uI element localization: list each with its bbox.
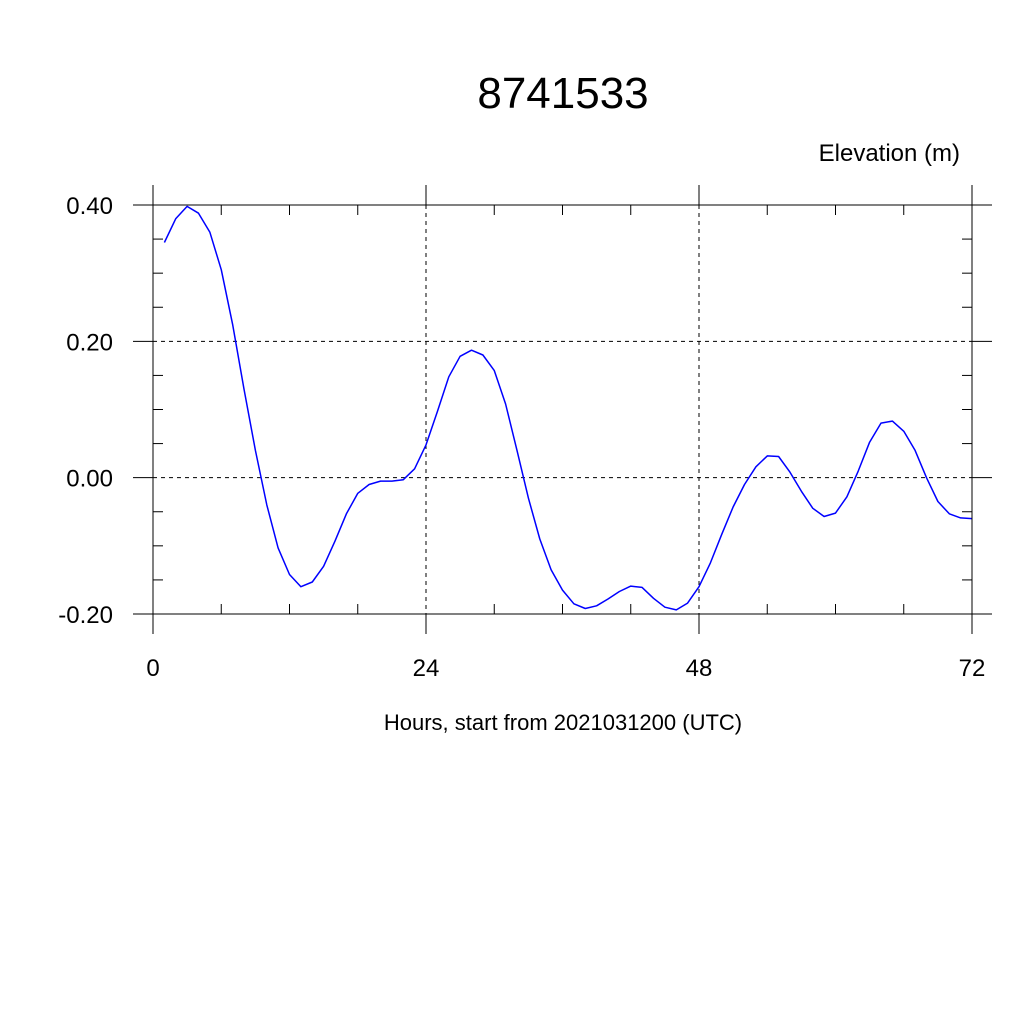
- y-tick-label: 0.20: [66, 329, 113, 356]
- x-axis-label: Hours, start from 2021031200 (UTC): [384, 710, 742, 735]
- chart-title: 8741533: [477, 69, 648, 118]
- y-tick-label: -0.20: [58, 602, 113, 629]
- plot-frame: [152, 204, 973, 615]
- series-layer: [163, 205, 973, 611]
- y-tick-label: 0.40: [66, 193, 113, 220]
- x-tick-label: 72: [959, 655, 986, 682]
- grid-lines: [152, 204, 973, 615]
- y-tick-labels: 0.40 0.20 0.00 -0.20: [58, 193, 113, 629]
- x-tick-label: 0: [146, 655, 159, 682]
- x-tick-labels: 0 24 48 72: [146, 655, 985, 682]
- major-ticks: [133, 185, 992, 634]
- y-tick-label: 0.00: [66, 466, 113, 493]
- minor-ticks: [153, 205, 972, 614]
- elevation-series-line: [163, 205, 973, 611]
- x-tick-label: 48: [686, 655, 713, 682]
- y-axis-label: Elevation (m): [819, 140, 960, 167]
- x-tick-label: 24: [413, 655, 440, 682]
